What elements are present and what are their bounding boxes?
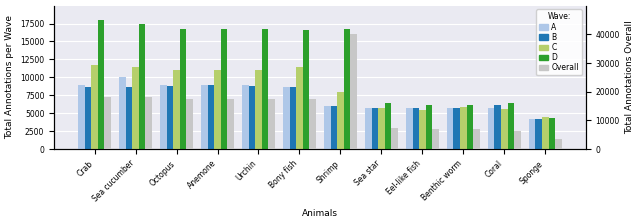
Bar — [460, 107, 467, 149]
Bar — [467, 105, 473, 149]
Bar — [268, 99, 275, 149]
Bar — [337, 92, 344, 149]
Bar — [385, 103, 391, 149]
Bar — [119, 77, 126, 149]
Bar — [542, 117, 548, 149]
Bar — [508, 103, 514, 149]
Bar — [365, 108, 372, 149]
Bar — [536, 119, 542, 149]
Bar — [104, 97, 111, 149]
Bar — [432, 129, 439, 149]
Bar — [391, 129, 398, 149]
Bar — [344, 28, 350, 149]
Bar — [78, 84, 85, 149]
Bar — [180, 28, 186, 149]
Legend: A, B, C, D, Overall: A, B, C, D, Overall — [536, 9, 582, 75]
X-axis label: Animals: Animals — [302, 209, 338, 218]
Y-axis label: Total Annotations per Wave: Total Annotations per Wave — [6, 15, 15, 139]
Bar — [98, 20, 104, 149]
Bar — [296, 67, 303, 149]
Bar — [249, 86, 255, 149]
Bar — [126, 87, 132, 149]
Bar — [331, 106, 337, 149]
Bar — [447, 108, 454, 149]
Bar — [167, 86, 173, 149]
Bar — [406, 108, 413, 149]
Bar — [548, 118, 555, 149]
Bar — [309, 99, 316, 149]
Bar — [529, 119, 536, 149]
Bar — [303, 30, 309, 149]
Bar — [378, 108, 385, 149]
Bar — [145, 97, 152, 149]
Bar — [514, 131, 521, 149]
Bar — [221, 28, 227, 149]
Bar — [419, 110, 426, 149]
Bar — [372, 108, 378, 149]
Bar — [227, 99, 234, 149]
Bar — [283, 87, 290, 149]
Bar — [214, 70, 221, 149]
Bar — [495, 105, 501, 149]
Bar — [350, 34, 357, 149]
Bar — [186, 99, 193, 149]
Bar — [201, 84, 208, 149]
Bar — [555, 139, 562, 149]
Bar — [426, 105, 432, 149]
Bar — [454, 108, 460, 149]
Bar — [85, 87, 92, 149]
Bar — [139, 24, 145, 149]
Bar — [92, 65, 98, 149]
Bar — [242, 84, 249, 149]
Bar — [208, 84, 214, 149]
Bar — [324, 106, 331, 149]
Bar — [160, 84, 167, 149]
Bar — [132, 67, 139, 149]
Bar — [173, 70, 180, 149]
Bar — [413, 108, 419, 149]
Bar — [262, 28, 268, 149]
Bar — [290, 87, 296, 149]
Bar — [488, 108, 495, 149]
Bar — [473, 129, 480, 149]
Bar — [501, 109, 508, 149]
Bar — [255, 70, 262, 149]
Y-axis label: Total Annotations Overall: Total Annotations Overall — [625, 20, 634, 134]
